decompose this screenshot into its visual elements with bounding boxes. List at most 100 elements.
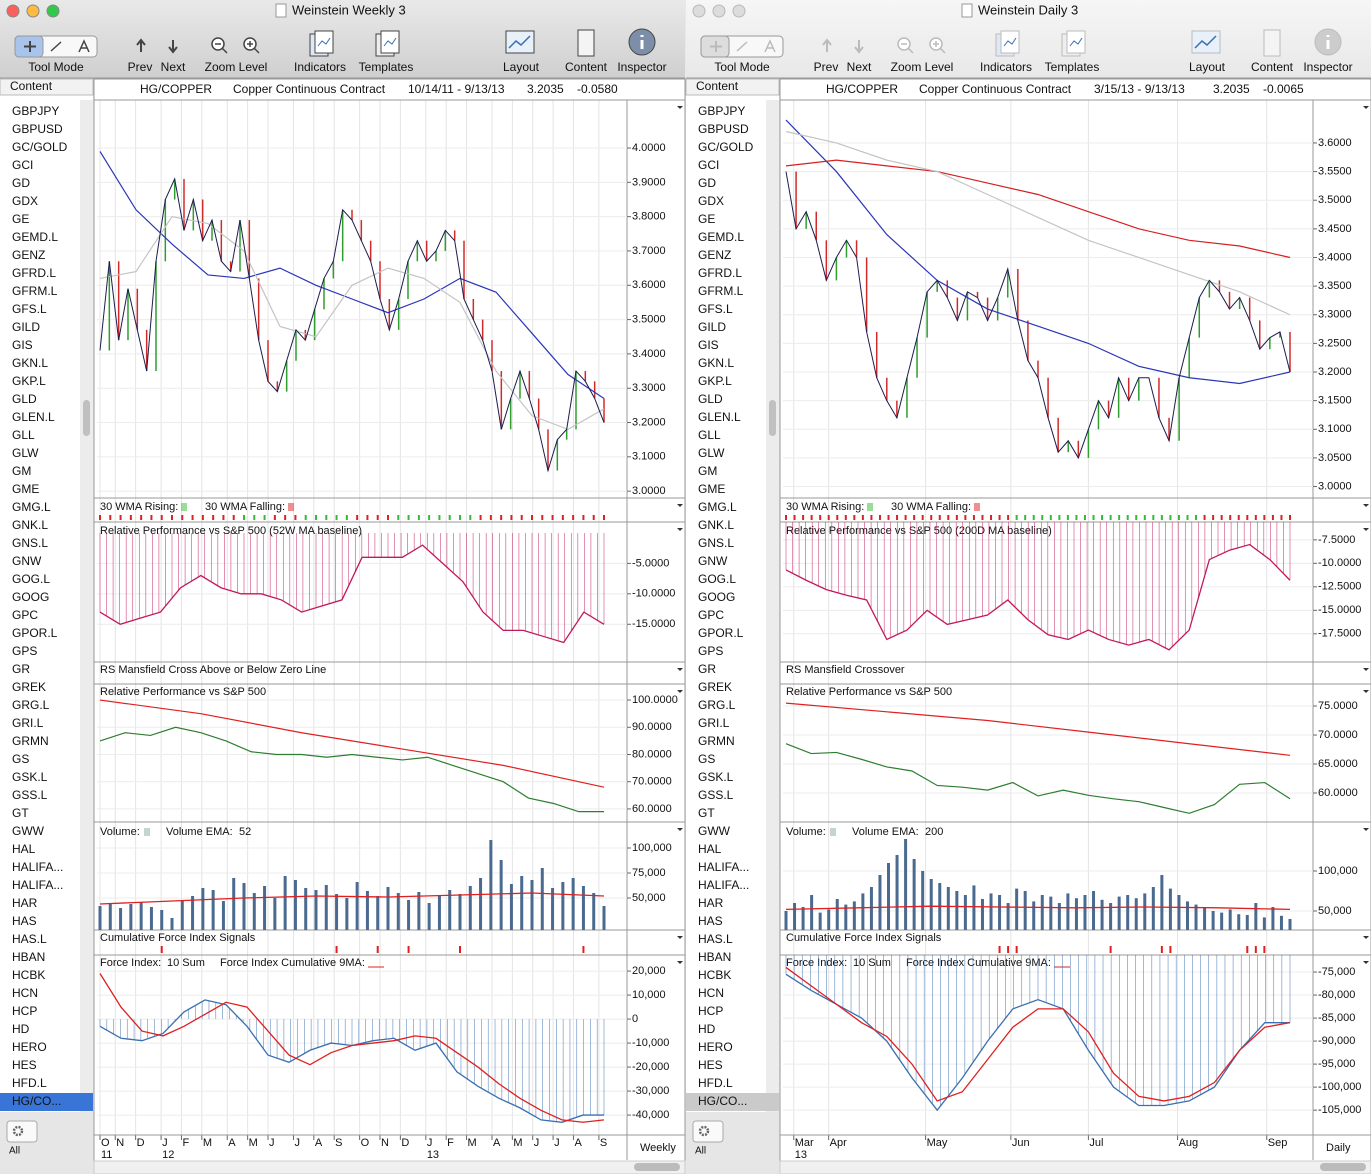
symbol-item[interactable]: GFRD.L — [12, 266, 56, 280]
toolbar-label[interactable]: Layout — [503, 60, 540, 74]
window-button[interactable] — [46, 4, 60, 18]
filter-all[interactable]: All — [695, 1146, 706, 1157]
symbol-item[interactable]: GILD — [12, 320, 40, 334]
symbol-item[interactable]: GKN.L — [698, 356, 734, 370]
symbol-item[interactable]: GIS — [12, 338, 33, 352]
symbol-item[interactable]: GPS — [12, 644, 37, 658]
symbol-item[interactable]: HAL — [698, 842, 722, 856]
symbol-item[interactable]: GOG.L — [12, 572, 50, 586]
symbol-item[interactable]: GBPJPY — [698, 104, 745, 118]
symbol-item[interactable]: HG/CO... — [698, 1094, 747, 1108]
symbol-item[interactable]: GDX — [12, 194, 38, 208]
toolbar-label[interactable]: Next — [161, 60, 186, 74]
symbol-item[interactable]: GIS — [698, 338, 719, 352]
symbol-item[interactable]: HAL — [12, 842, 36, 856]
toolbar-label[interactable]: Prev — [128, 60, 153, 74]
filter-all[interactable]: All — [9, 1146, 20, 1157]
symbol-item[interactable]: GRG.L — [698, 698, 736, 712]
symbol-item[interactable]: GPOR.L — [698, 626, 744, 640]
symbol-item[interactable]: GWW — [698, 824, 731, 838]
layout-icon[interactable] — [1191, 30, 1221, 54]
symbol-item[interactable]: HD — [698, 1022, 716, 1036]
panel-menu[interactable] — [677, 668, 683, 671]
symbol-item[interactable]: GOOG — [12, 590, 49, 604]
toolbar-label[interactable]: Inspector — [617, 60, 666, 74]
symbol-item[interactable]: HBAN — [12, 950, 45, 964]
symbol-item[interactable]: GOOG — [698, 590, 735, 604]
symbol-item[interactable]: GRMN — [12, 734, 49, 748]
symbol-item[interactable]: GLW — [12, 446, 39, 460]
toolbar-label[interactable]: Next — [847, 60, 872, 74]
symbol-item[interactable]: HES — [698, 1058, 723, 1072]
symbol-item[interactable]: GDX — [698, 194, 724, 208]
symbol-item[interactable]: GSS.L — [12, 788, 48, 802]
symbol-item[interactable]: GS — [698, 752, 715, 766]
symbol-item[interactable]: HALIFA... — [698, 878, 749, 892]
symbol-item[interactable]: HAS — [12, 914, 37, 928]
symbol-item[interactable]: HCN — [698, 986, 724, 1000]
symbol-item[interactable]: GPOR.L — [12, 626, 58, 640]
symbol-item[interactable]: GKN.L — [12, 356, 48, 370]
symbol-item[interactable]: GSS.L — [698, 788, 734, 802]
panel-menu[interactable] — [677, 936, 683, 939]
symbol-item[interactable]: GENZ — [698, 248, 731, 262]
symbol-item[interactable]: GBPUSD — [12, 122, 63, 136]
symbol-item[interactable]: GSK.L — [12, 770, 48, 784]
toolbar-label[interactable]: Templates — [359, 60, 414, 74]
symbol-item[interactable]: GR — [698, 662, 716, 676]
panel-menu[interactable] — [1363, 528, 1369, 531]
symbol-item[interactable]: GILD — [698, 320, 726, 334]
symbol-item[interactable]: HAR — [12, 896, 38, 910]
panel-menu[interactable] — [1363, 690, 1369, 693]
symbol-item[interactable]: HAR — [698, 896, 724, 910]
period-label[interactable]: Daily — [1326, 1142, 1351, 1154]
symbol-item[interactable]: GC/GOLD — [698, 140, 754, 154]
symbol-item[interactable]: GCI — [698, 158, 719, 172]
window-button[interactable] — [712, 4, 726, 18]
panel-menu[interactable] — [1363, 504, 1369, 507]
next-icon[interactable] — [168, 40, 178, 54]
panel-menu[interactable] — [677, 690, 683, 693]
symbol-item[interactable]: GNS.L — [12, 536, 48, 550]
symbol-item[interactable]: GPC — [12, 608, 38, 622]
symbol-item[interactable]: GPS — [698, 644, 723, 658]
toolbar-label[interactable]: Tool Mode — [28, 60, 84, 74]
symbol-item[interactable]: HCBK — [12, 968, 45, 982]
symbol-item[interactable]: GLL — [698, 428, 721, 442]
toolbar-label[interactable]: Prev — [814, 60, 839, 74]
symbol-item[interactable]: GNW — [12, 554, 42, 568]
symbol-item[interactable]: HG/CO... — [12, 1094, 61, 1108]
symbol-item[interactable]: GEMD.L — [698, 230, 744, 244]
symbol-item[interactable]: GS — [12, 752, 29, 766]
symbol-item[interactable]: GKP.L — [698, 374, 732, 388]
symbol-item[interactable]: GLW — [698, 446, 725, 460]
symbol-item[interactable]: GMG.L — [698, 500, 737, 514]
panel-menu[interactable] — [677, 961, 683, 964]
window-button[interactable] — [732, 4, 746, 18]
panel-menu[interactable] — [1363, 936, 1369, 939]
symbol-item[interactable]: GLEN.L — [698, 410, 741, 424]
next-icon[interactable] — [854, 40, 864, 54]
symbol-item[interactable]: GR — [12, 662, 30, 676]
symbol-item[interactable]: HBAN — [698, 950, 731, 964]
symbol-item[interactable]: GD — [12, 176, 30, 190]
symbol-item[interactable]: GKP.L — [12, 374, 46, 388]
toolbar-label[interactable]: Tool Mode — [714, 60, 770, 74]
toolbar-label[interactable]: Layout — [1189, 60, 1226, 74]
symbol-item[interactable]: GNK.L — [12, 518, 48, 532]
symbol-item[interactable]: HERO — [12, 1040, 47, 1054]
prev-icon[interactable] — [822, 38, 832, 52]
panel-menu[interactable] — [1363, 668, 1369, 671]
symbol-item[interactable]: GD — [698, 176, 716, 190]
toolbar-label[interactable]: Templates — [1045, 60, 1100, 74]
symbol-item[interactable]: GPC — [698, 608, 724, 622]
symbol-item[interactable]: GC/GOLD — [12, 140, 68, 154]
symbol-item[interactable]: GOG.L — [698, 572, 736, 586]
symbol-item[interactable]: GREK — [12, 680, 46, 694]
content-icon[interactable] — [1263, 29, 1281, 57]
toolbar-label[interactable]: Zoom Level — [205, 60, 268, 74]
panel-menu[interactable] — [677, 828, 683, 831]
toolbar-label[interactable]: Indicators — [980, 60, 1032, 74]
symbol-item[interactable]: HCBK — [698, 968, 731, 982]
symbol-item[interactable]: GNW — [698, 554, 728, 568]
